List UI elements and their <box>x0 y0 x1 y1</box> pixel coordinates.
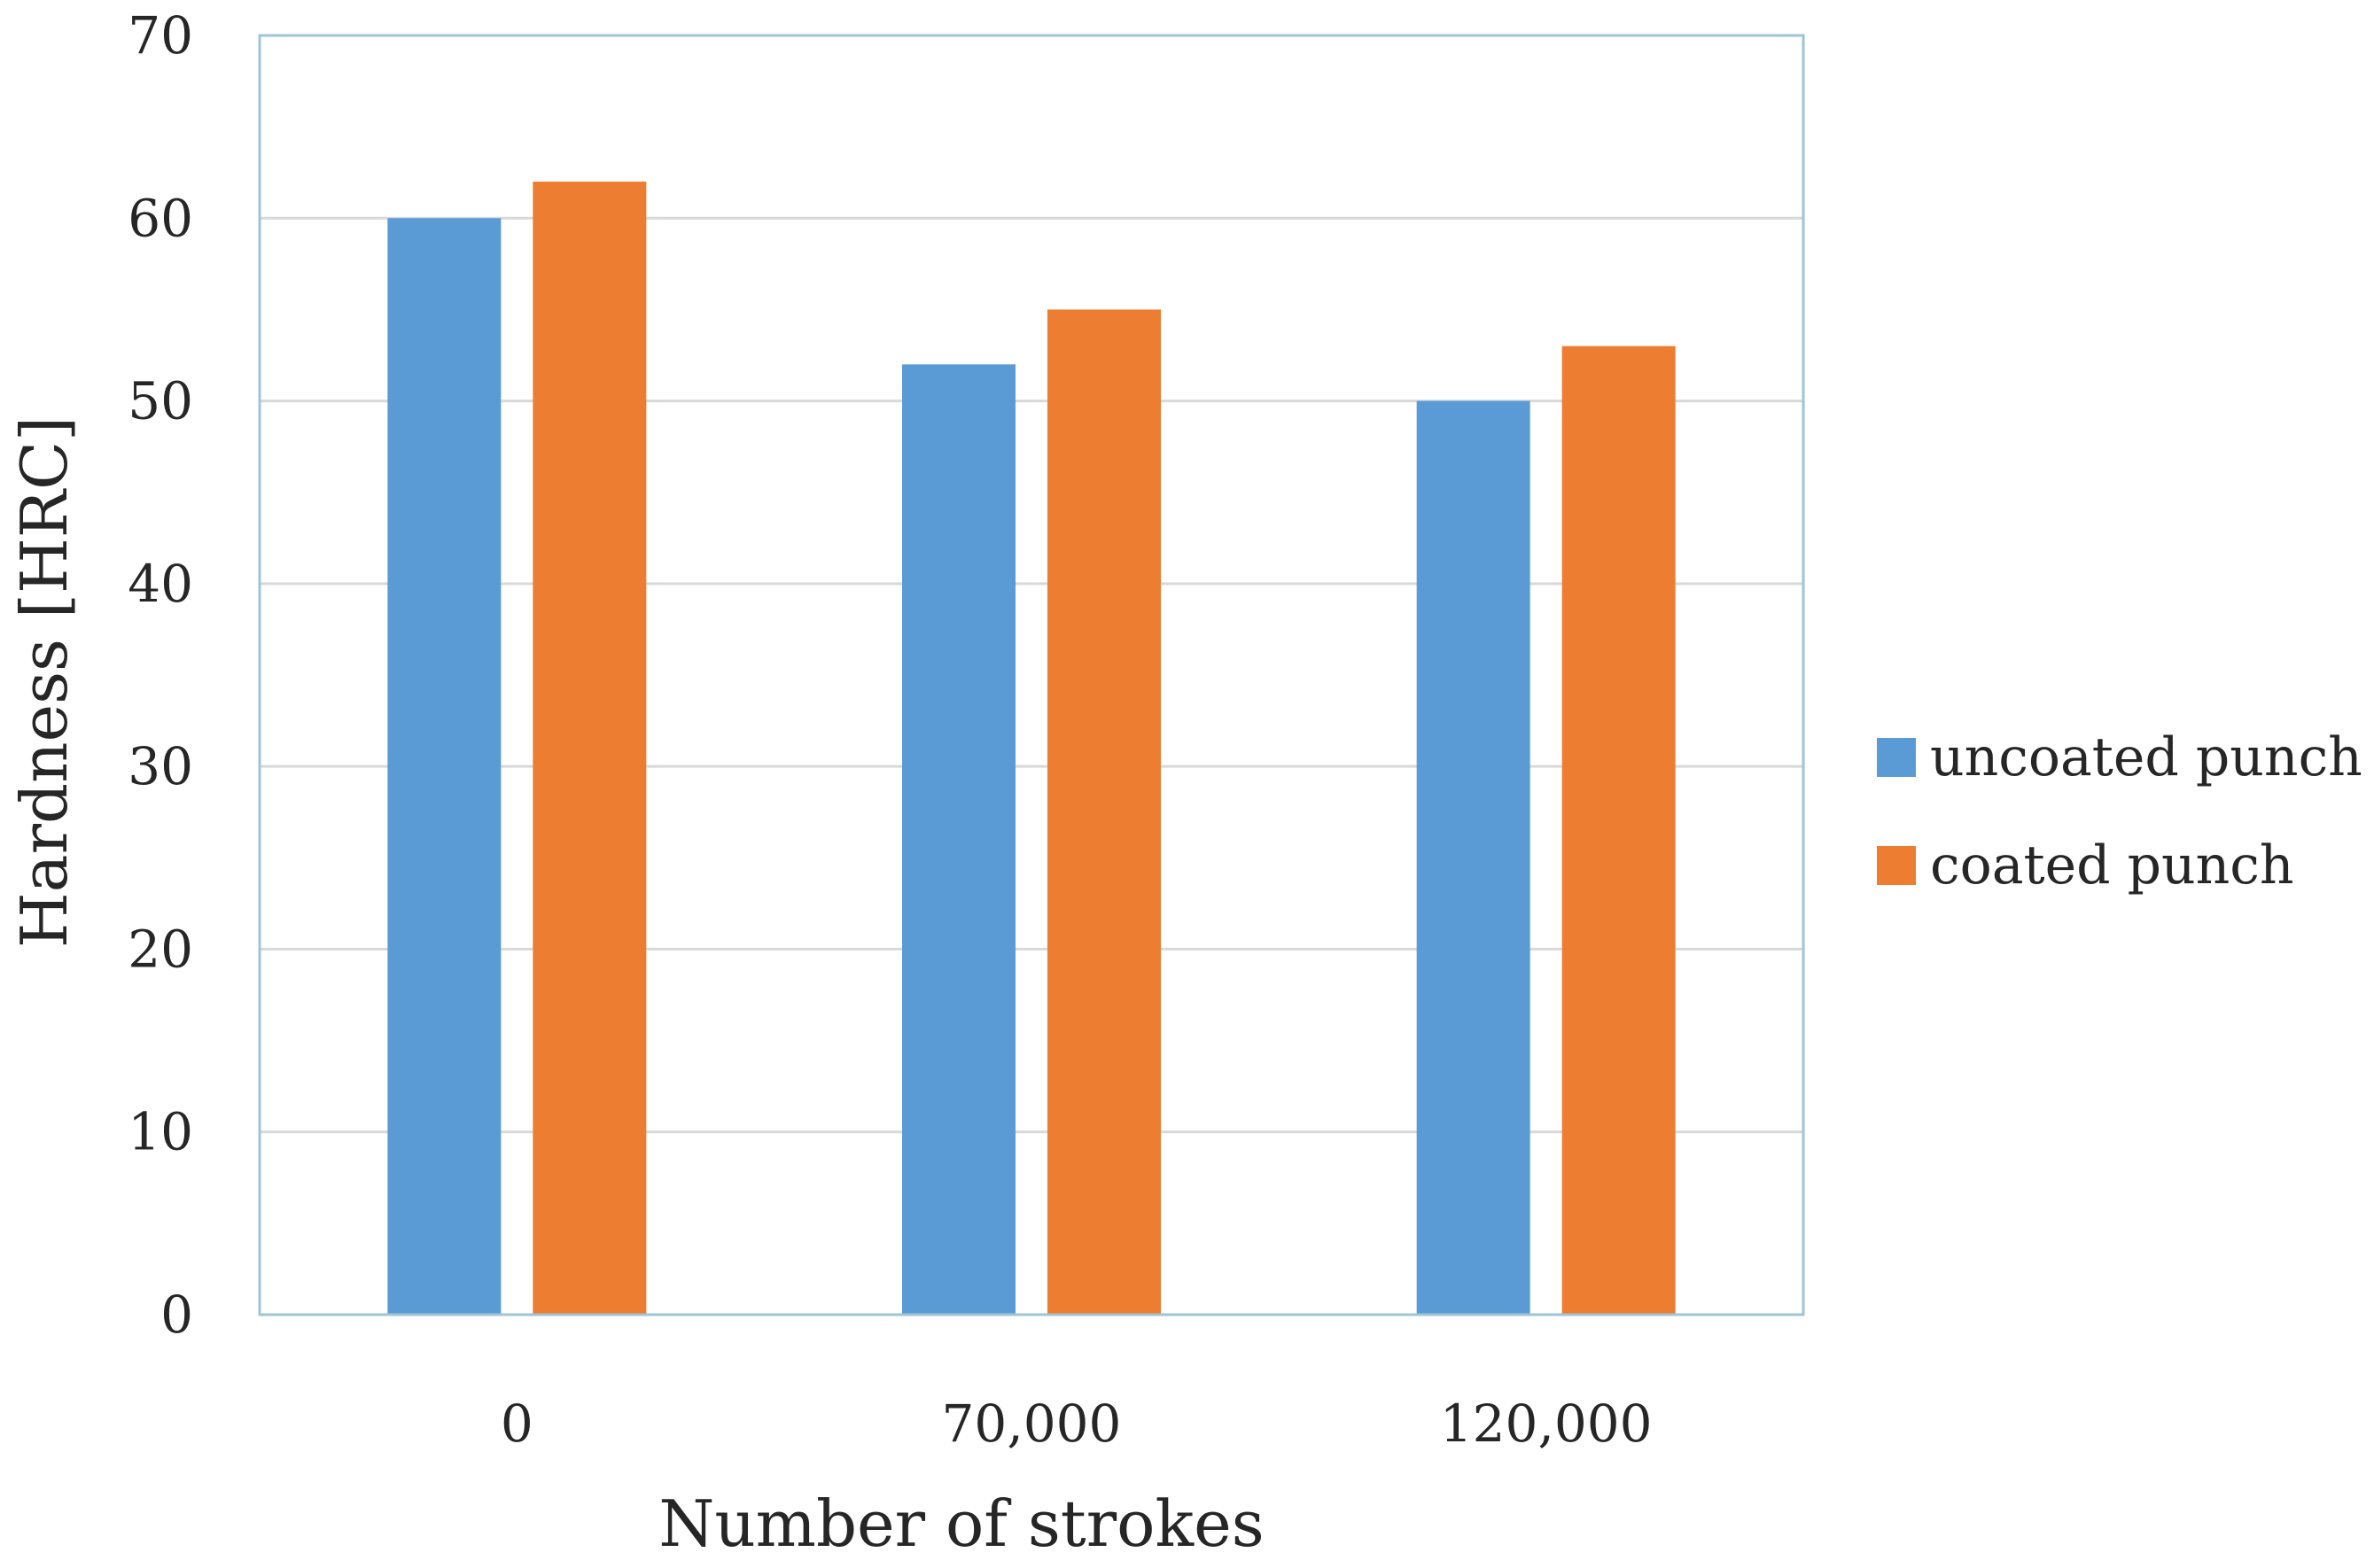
plot-frame <box>258 34 1805 1316</box>
bar-coated-punch-0 <box>533 182 647 1315</box>
x-tick-label: 0 <box>501 1393 533 1454</box>
y-tick-labels: 0 10 20 30 40 50 60 70 <box>128 5 193 1345</box>
x-tick-label: 70,000 <box>942 1393 1122 1454</box>
bar-uncoated-punch-0 <box>387 218 502 1315</box>
x-tick-label: 120,000 <box>1440 1393 1653 1454</box>
legend-label: uncoated punch <box>1930 726 2362 788</box>
y-tick-label: 40 <box>128 554 193 614</box>
legend: uncoated punch coated punch <box>1877 726 2362 897</box>
y-axis-title: Hardness [HRC] <box>7 416 82 948</box>
y-tick-label: 20 <box>128 919 193 979</box>
gridlines <box>260 216 1803 1134</box>
bars <box>387 182 1676 1316</box>
y-tick-label: 70 <box>128 5 193 66</box>
bar-uncoated-punch-2 <box>1416 400 1530 1316</box>
x-tick-labels: 0 70,000 120,000 <box>501 1393 1653 1454</box>
legend-label: coated punch <box>1930 834 2294 897</box>
y-tick-label: 30 <box>128 736 193 796</box>
legend-swatch <box>1877 846 1916 885</box>
y-tick-label: 50 <box>128 371 193 431</box>
bar-coated-punch-2 <box>1561 345 1676 1316</box>
bar-uncoated-punch-1 <box>902 364 1016 1315</box>
y-tick-label: 60 <box>128 188 193 248</box>
y-tick-label: 0 <box>160 1285 193 1345</box>
x-axis-title: Number of strokes <box>658 1486 1264 1561</box>
legend-swatch <box>1877 738 1916 777</box>
bar-coated-punch-1 <box>1047 309 1161 1315</box>
y-tick-label: 10 <box>128 1102 193 1162</box>
